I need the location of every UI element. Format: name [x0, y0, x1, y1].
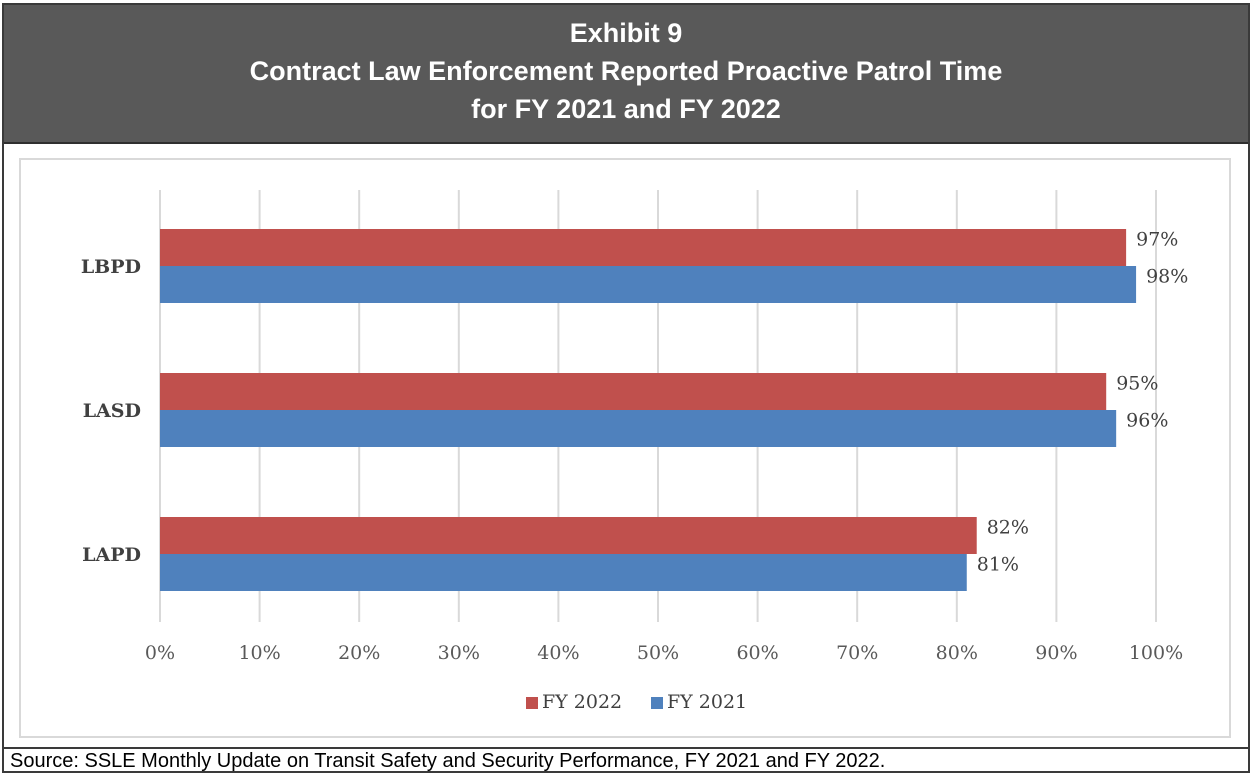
- exhibit-title: Contract Law Enforcement Reported Proact…: [249, 56, 1003, 86]
- exhibit-header: Exhibit 9 Contract Law Enforcement Repor…: [4, 5, 1248, 144]
- legend-swatch: [526, 697, 538, 709]
- data-label: 82%: [987, 517, 1029, 539]
- x-tick-label: 90%: [1035, 642, 1077, 664]
- legend-swatch: [651, 697, 663, 709]
- exhibit-panel: Exhibit 9 Contract Law Enforcement Repor…: [2, 3, 1250, 773]
- category-label: LBPD: [81, 256, 141, 278]
- exhibit-subtitle: for FY 2021 and FY 2022: [471, 94, 781, 124]
- legend-label: FY 2021: [667, 691, 747, 713]
- bar: [160, 266, 1137, 303]
- bar: [160, 229, 1127, 266]
- x-tick-label: 50%: [637, 642, 679, 664]
- x-tick-label: 30%: [438, 642, 480, 664]
- x-tick-label: 40%: [537, 642, 579, 664]
- data-label: 98%: [1146, 266, 1188, 288]
- bar-chart: 0% 10% 20% 30% 40% 50% 60% 70% 80% 90% 100% LBPD 97%…: [81, 190, 1188, 713]
- x-tick-label: 20%: [338, 642, 380, 664]
- category-label: LAPD: [82, 544, 141, 566]
- chart-area: 0% 10% 20% 30% 40% 50% 60% 70% 80% 90% 100% LBPD 97%…: [19, 158, 1231, 738]
- category-label: LASD: [83, 400, 141, 422]
- data-label: 81%: [977, 554, 1019, 576]
- source-note: Source: SSLE Monthly Update on Transit S…: [4, 747, 1248, 772]
- x-tick-label: 10%: [238, 642, 280, 664]
- data-label: 95%: [1116, 373, 1158, 395]
- bar: [160, 410, 1117, 447]
- x-tick-label: 70%: [836, 642, 878, 664]
- bar: [160, 517, 977, 554]
- x-tick-label: 100%: [1129, 642, 1183, 664]
- legend-label: FY 2022: [542, 691, 622, 713]
- bar: [160, 554, 967, 591]
- x-tick-label: 0%: [145, 642, 175, 664]
- x-tick-label: 60%: [736, 642, 778, 664]
- x-tick-label: 80%: [936, 642, 978, 664]
- data-label: 97%: [1136, 229, 1178, 251]
- exhibit-number: Exhibit 9: [569, 18, 683, 48]
- data-label: 96%: [1126, 410, 1168, 432]
- bar: [160, 373, 1107, 410]
